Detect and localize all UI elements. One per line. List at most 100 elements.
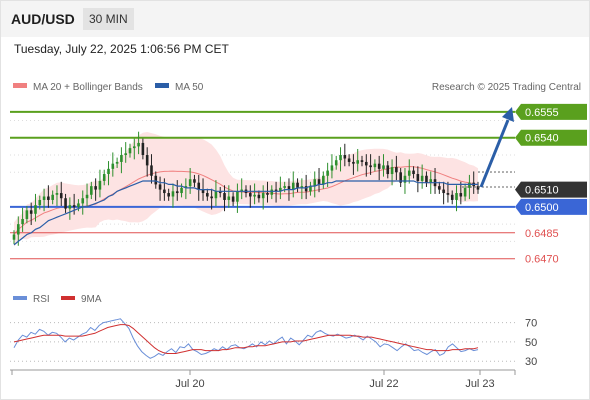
candle-body (326, 170, 329, 176)
candle-body (468, 182, 471, 188)
candle-body (476, 186, 480, 190)
candle-body (279, 187, 282, 192)
rsi-legend-label: RSI (33, 294, 50, 305)
candle-body (137, 142, 140, 147)
candle-body (210, 196, 213, 199)
rsi-tick-30: 30 (525, 356, 537, 368)
candle-body (330, 165, 334, 171)
timeframe-button[interactable]: 30 MIN (83, 8, 134, 30)
candle-body (120, 155, 123, 162)
candle-body (343, 155, 347, 159)
candle-body (158, 184, 162, 190)
candle-body (403, 175, 407, 183)
candle-body (90, 186, 93, 195)
candle-body (85, 194, 89, 199)
candle-body (132, 146, 136, 149)
candle-body (107, 168, 110, 175)
candle-body (141, 142, 145, 156)
candle-body (377, 163, 381, 169)
candle-body (124, 153, 128, 156)
candle-body (386, 165, 390, 175)
candle-body (425, 175, 428, 183)
rsi-ma-legend-label: 9MA (81, 294, 102, 305)
projection-arrow (479, 119, 510, 188)
candle-body (175, 191, 179, 194)
x-tick-label: Jul 20 (175, 378, 204, 390)
candle-body (360, 160, 364, 162)
candle-body (154, 175, 158, 185)
candle-body (34, 205, 37, 214)
candle-body (12, 234, 16, 240)
candle-body (429, 179, 433, 183)
candle-body (347, 158, 351, 162)
rsi-line (13, 318, 479, 359)
candle-body (450, 194, 454, 200)
candle-body (412, 170, 415, 175)
candle-body (223, 193, 226, 200)
candle-body (77, 203, 80, 207)
candle-body (266, 193, 269, 195)
candle-body (214, 191, 218, 199)
candle-body (261, 193, 265, 199)
candle-body (407, 170, 411, 176)
candle-body (334, 160, 338, 166)
level-tag-0.6500 (515, 198, 587, 215)
candle-body (364, 161, 368, 166)
ma50-legend-swatch (155, 83, 169, 88)
level-tag-0.6540 (515, 129, 587, 146)
x-tick-label: Jul 22 (369, 378, 398, 390)
candle-body (274, 189, 278, 192)
candle-body (171, 191, 175, 197)
candle-body (291, 182, 295, 190)
candle-body (206, 193, 209, 197)
credit-text: Research © 2025 Trading Central (432, 82, 581, 93)
candle-body (145, 155, 149, 166)
candle-body (257, 194, 261, 199)
level-label-0.6540: 0.6540 (525, 133, 559, 145)
candle-body (382, 165, 385, 169)
candle-body (163, 189, 166, 194)
candle-body (459, 193, 463, 197)
candle-body (188, 179, 192, 187)
candle-body (38, 199, 42, 206)
level-tag-0.6510 (515, 181, 587, 198)
level-label-0.6510: 0.6510 (525, 185, 559, 197)
bb-legend-swatch (13, 83, 27, 88)
candle-body (98, 180, 102, 190)
candle-body (94, 186, 97, 190)
candle-body (193, 179, 196, 183)
candle-body (438, 186, 441, 190)
candle-body (227, 196, 231, 200)
arrow-head-icon (502, 107, 514, 122)
candle-body (25, 210, 29, 219)
candle-body (21, 218, 24, 225)
rsi-ma-legend-swatch (61, 296, 75, 300)
candle-body (248, 193, 252, 197)
level-label-0.6500: 0.6500 (525, 202, 559, 214)
candle-body (47, 196, 50, 200)
candle-body (287, 186, 291, 190)
currency-pair-title: AUD/USD (11, 11, 75, 27)
candle-body (322, 175, 325, 185)
level-tag-0.6555 (515, 103, 587, 120)
candle-body (42, 196, 46, 200)
bb-legend-label: MA 20 + Bollinger Bands (33, 82, 143, 93)
level-label-0.6470: 0.6470 (525, 254, 559, 266)
candle-body (180, 187, 183, 194)
candle-body (352, 161, 355, 164)
candle-body (309, 186, 312, 192)
candle-body (416, 174, 420, 181)
candle-body (16, 224, 20, 235)
candle-body (64, 198, 67, 209)
candle-body (455, 193, 458, 200)
candle-body (300, 186, 304, 188)
candle-body (68, 205, 72, 209)
candle-body (446, 193, 450, 195)
candle-body (59, 193, 63, 199)
timestamp: Tuesday, July 22, 2025 1:06:56 PM CET (14, 42, 229, 56)
candle-body (317, 179, 321, 185)
candle-body (390, 167, 394, 175)
candle-body (356, 160, 360, 164)
candle-body (339, 155, 342, 161)
